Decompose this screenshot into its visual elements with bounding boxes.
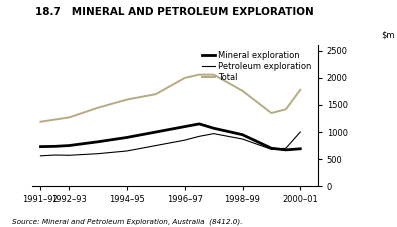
- Mineral exploration: [52, 145, 57, 148]
- Petroleum exploration: [211, 132, 216, 135]
- Mineral exploration: [283, 148, 288, 151]
- Text: 18.7   MINERAL AND PETROLEUM EXPLORATION: 18.7 MINERAL AND PETROLEUM EXPLORATION: [35, 7, 314, 17]
- Total: [67, 116, 72, 119]
- Mineral exploration: [211, 127, 216, 130]
- Total: [197, 73, 202, 76]
- Mineral exploration: [67, 144, 72, 147]
- Petroleum exploration: [283, 147, 288, 150]
- Mineral exploration: [269, 147, 274, 150]
- Legend: Mineral exploration, Petroleum exploration, Total: Mineral exploration, Petroleum explorati…: [200, 49, 314, 84]
- Line: Mineral exploration: Mineral exploration: [40, 124, 300, 150]
- Text: $m: $m: [382, 31, 395, 40]
- Mineral exploration: [182, 125, 187, 128]
- Total: [96, 106, 100, 109]
- Total: [182, 76, 187, 79]
- Mineral exploration: [240, 133, 245, 136]
- Petroleum exploration: [96, 152, 100, 155]
- Total: [38, 120, 43, 123]
- Total: [269, 112, 274, 114]
- Petroleum exploration: [197, 135, 202, 138]
- Mineral exploration: [154, 131, 158, 133]
- Petroleum exploration: [67, 154, 72, 157]
- Mineral exploration: [298, 147, 303, 150]
- Total: [154, 93, 158, 96]
- Mineral exploration: [125, 136, 129, 139]
- Line: Total: Total: [40, 75, 300, 122]
- Petroleum exploration: [125, 150, 129, 152]
- Petroleum exploration: [38, 154, 43, 157]
- Petroleum exploration: [154, 144, 158, 147]
- Total: [298, 89, 303, 91]
- Total: [125, 98, 129, 101]
- Total: [283, 108, 288, 111]
- Petroleum exploration: [182, 139, 187, 141]
- Petroleum exploration: [298, 131, 303, 133]
- Mineral exploration: [96, 140, 100, 143]
- Total: [240, 89, 245, 92]
- Petroleum exploration: [240, 138, 245, 141]
- Total: [52, 118, 57, 121]
- Total: [211, 73, 216, 76]
- Petroleum exploration: [269, 148, 274, 151]
- Text: Source: Mineral and Petroleum Exploration, Australia  (8412.0).: Source: Mineral and Petroleum Exploratio…: [12, 218, 243, 225]
- Line: Petroleum exploration: Petroleum exploration: [40, 132, 300, 156]
- Mineral exploration: [38, 145, 43, 148]
- Mineral exploration: [197, 123, 202, 125]
- Petroleum exploration: [52, 154, 57, 156]
